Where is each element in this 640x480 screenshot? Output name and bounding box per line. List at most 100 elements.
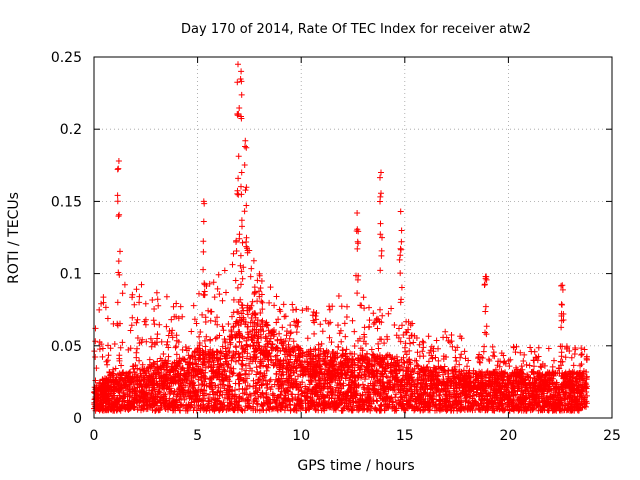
- data-point: [336, 364, 343, 370]
- data-point: [322, 361, 329, 368]
- data-point: [190, 379, 197, 386]
- data-point: [299, 405, 306, 411]
- data-point: [505, 377, 512, 384]
- data-point: [387, 354, 394, 360]
- data-point: [464, 363, 470, 370]
- data-point: [173, 300, 180, 307]
- data-point: [139, 336, 146, 343]
- data-point: [230, 309, 237, 316]
- data-point: [209, 349, 216, 356]
- data-point: [370, 368, 377, 375]
- data-point: [517, 349, 524, 356]
- data-point: [214, 314, 220, 321]
- data-point: [269, 390, 276, 397]
- data-point: [342, 375, 349, 382]
- data-point: [578, 352, 585, 358]
- data-point: [287, 322, 294, 329]
- data-point: [376, 352, 383, 359]
- data-point: [553, 381, 560, 388]
- data-point: [291, 402, 298, 409]
- data-point: [305, 403, 312, 409]
- data-point: [327, 319, 334, 326]
- data-point: [357, 352, 364, 359]
- data-point: [543, 371, 550, 378]
- data-point: [365, 373, 372, 380]
- data-point: [162, 391, 169, 398]
- data-point: [264, 364, 271, 371]
- data-point: [136, 299, 143, 306]
- data-point: [248, 336, 255, 343]
- data-point: [435, 357, 442, 364]
- data-point: [242, 403, 249, 410]
- data-point: [461, 392, 468, 399]
- data-point: [339, 407, 346, 414]
- data-point: [339, 352, 346, 359]
- chart-title: Day 170 of 2014, Rate Of TEC Index for r…: [181, 22, 531, 37]
- data-point: [545, 345, 552, 352]
- data-point: [310, 309, 317, 315]
- data-point: [311, 330, 318, 337]
- data-point: [534, 370, 541, 376]
- data-point: [282, 392, 289, 399]
- data-point: [196, 290, 202, 297]
- data-point: [168, 316, 175, 323]
- data-point: [563, 343, 570, 350]
- data-point: [251, 331, 258, 338]
- data-point: [175, 390, 182, 397]
- data-point: [173, 403, 180, 409]
- data-point: [366, 317, 373, 324]
- data-point: [327, 383, 334, 390]
- data-point: [143, 338, 150, 345]
- data-point: [483, 380, 490, 386]
- data-point: [125, 346, 132, 353]
- data-point: [393, 391, 399, 398]
- data-point: [167, 404, 174, 411]
- data-point: [279, 345, 286, 352]
- data-point: [562, 354, 569, 361]
- data-point: [232, 277, 239, 284]
- data-point: [236, 231, 243, 238]
- data-point: [334, 350, 341, 357]
- data-point: [166, 383, 173, 390]
- data-point: [258, 278, 265, 284]
- data-point: [336, 392, 342, 399]
- data-point: [214, 349, 221, 356]
- data-point: [536, 403, 543, 410]
- data-point: [286, 373, 293, 380]
- data-point: [407, 322, 414, 329]
- data-point: [173, 351, 180, 358]
- data-point: [273, 344, 280, 351]
- data-point: [247, 273, 254, 280]
- data-point: [260, 400, 267, 407]
- data-point: [133, 319, 140, 326]
- data-point: [398, 356, 405, 363]
- data-point: [224, 363, 231, 370]
- data-point: [303, 385, 310, 392]
- data-point: [243, 367, 250, 374]
- data-point: [480, 348, 487, 355]
- data-point: [433, 337, 440, 344]
- data-point: [206, 391, 213, 398]
- data-point: [369, 369, 375, 376]
- data-point: [328, 339, 335, 346]
- data-point: [385, 360, 392, 367]
- data-point: [163, 364, 170, 371]
- data-point: [195, 371, 201, 378]
- data-point: [217, 381, 224, 388]
- data-point: [142, 321, 149, 328]
- data-point: [512, 379, 519, 386]
- data-point: [311, 346, 317, 353]
- data-point: [347, 385, 354, 392]
- data-point: [362, 340, 369, 347]
- data-point: [331, 366, 338, 373]
- data-point: [229, 261, 236, 268]
- data-point: [357, 363, 364, 370]
- data-point: [292, 394, 299, 401]
- data-point: [183, 347, 190, 354]
- data-point: [366, 323, 373, 330]
- data-point: [138, 407, 144, 414]
- data-point: [235, 328, 242, 335]
- data-point: [370, 310, 377, 317]
- data-point: [229, 370, 236, 377]
- data-point: [392, 363, 399, 369]
